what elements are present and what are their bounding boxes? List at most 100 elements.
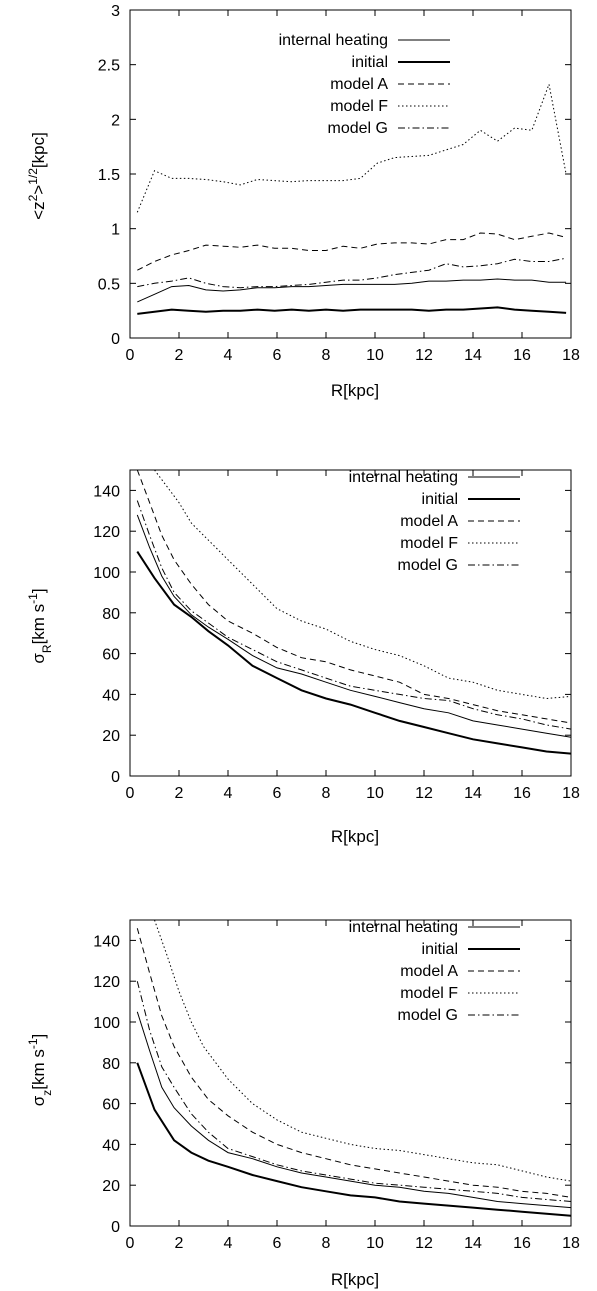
ylabel-base: σ xyxy=(29,1095,48,1106)
legend-label: initial xyxy=(352,54,388,71)
series-line-model-f xyxy=(154,470,571,700)
y-tick-label: 20 xyxy=(102,1178,120,1195)
series-line-internal-heating xyxy=(136,514,571,738)
legend-label: internal heating xyxy=(279,32,388,49)
x-tick-label: 10 xyxy=(366,1235,384,1252)
x-tick-label: 12 xyxy=(415,347,433,364)
y-tick-label: 100 xyxy=(93,565,120,582)
legend-label: internal heating xyxy=(349,919,458,936)
y-tick-label: 0 xyxy=(111,1219,120,1236)
x-tick-label: 12 xyxy=(415,1235,433,1252)
x-tick-label: 2 xyxy=(175,1235,184,1252)
y-tick-label: 2 xyxy=(111,112,120,129)
series-line-model-f xyxy=(154,920,571,1182)
x-tick-label: 6 xyxy=(273,1235,282,1252)
ylabel-sup-2: 1/2 xyxy=(26,168,40,185)
series-line-model-g xyxy=(136,981,571,1202)
legend-label: model A xyxy=(400,963,458,980)
series-line-model-a xyxy=(137,232,567,271)
y-tick-label: 0 xyxy=(111,769,120,786)
ylabel-unit-pre: [km s xyxy=(29,1049,48,1090)
ylabel-sub: z xyxy=(40,1090,54,1096)
radial-dispersion-panel: σR[km s-1] R[kpc] 0 2 4 6 8 10 12 14 16 18 0 20 40 60… xyxy=(26,469,580,846)
plot-frame xyxy=(129,469,572,777)
y-tick-label: 2.5 xyxy=(98,58,120,75)
legend-label: model F xyxy=(400,535,458,552)
legend-label: model A xyxy=(400,513,458,530)
y-tick-label: 1 xyxy=(111,222,120,239)
x-tick-label: 6 xyxy=(273,347,282,364)
x-tick-label: 14 xyxy=(464,1235,482,1252)
xlabel-panel-3: R[kpc] xyxy=(331,1270,379,1289)
series-line-model-a xyxy=(136,928,571,1198)
ylabel-mid: > xyxy=(29,185,48,195)
y-tick-label: 80 xyxy=(102,1056,120,1073)
y-tick-label: 1.5 xyxy=(98,167,120,184)
x-tick-label: 18 xyxy=(562,1235,580,1252)
x-tick-label: 14 xyxy=(464,347,482,364)
y-tick-label: 60 xyxy=(102,1097,120,1114)
x-tick-label: 4 xyxy=(224,347,233,364)
series-line-internal-heating xyxy=(137,278,567,303)
ylabel-unit-post: ] xyxy=(29,588,48,593)
plot-frame xyxy=(129,919,572,1227)
y-tick-label: 140 xyxy=(93,933,120,950)
ylabel-sup: -1 xyxy=(26,1038,40,1049)
x-tick-label: 18 xyxy=(562,347,580,364)
legend-label: initial xyxy=(422,941,458,958)
legend-label: model G xyxy=(398,557,458,574)
vertical-thickness-panel: <z2>1/2[kpc] R[kpc] 0 2 4 6 8 10 12 14 16 1800.51… xyxy=(26,3,580,400)
ylabel-sub: R xyxy=(40,644,54,653)
series-line-model-g xyxy=(137,257,567,289)
ylabel-base: <z xyxy=(29,201,48,219)
legend-label: initial xyxy=(422,491,458,508)
x-tick-label: 6 xyxy=(273,785,282,802)
ylabel-panel-1: <z2>1/2[kpc] xyxy=(26,132,48,220)
series-line-model-f xyxy=(136,82,567,213)
y-tick-label: 120 xyxy=(93,524,120,541)
y-tick-label: 100 xyxy=(93,1015,120,1032)
y-tick-label: 20 xyxy=(102,728,120,745)
x-tick-label: 18 xyxy=(562,785,580,802)
x-tick-label: 8 xyxy=(322,347,331,364)
ylabel-unit-post: ] xyxy=(29,1034,48,1039)
x-tick-label: 14 xyxy=(464,785,482,802)
series-line-model-g xyxy=(136,500,571,730)
x-tick-label: 16 xyxy=(513,785,531,802)
x-tick-label: 10 xyxy=(366,785,384,802)
x-tick-label: 2 xyxy=(175,347,184,364)
series-line-initial xyxy=(136,1062,571,1217)
legend-label: model F xyxy=(330,98,388,115)
x-tick-label: 12 xyxy=(415,785,433,802)
series-line-model-a xyxy=(136,470,571,724)
ylabel-panel-3: σz[km s-1] xyxy=(26,1034,54,1107)
x-tick-label: 16 xyxy=(513,1235,531,1252)
vertical-dispersion-panel: σz[km s-1] R[kpc] 0 2 4 6 8 10 12 14 16 18 0 20 40 60… xyxy=(26,919,580,1289)
x-tick-label: 0 xyxy=(126,347,135,364)
series-line-initial xyxy=(137,306,567,315)
series-line-initial xyxy=(136,551,571,755)
legend-label: model A xyxy=(330,76,388,93)
ylabel-unit-pre: [km s xyxy=(29,604,48,645)
x-tick-label: 4 xyxy=(224,785,233,802)
y-tick-label: 80 xyxy=(102,606,120,623)
ylabel-base: σ xyxy=(29,653,48,664)
xlabel-panel-2: R[kpc] xyxy=(331,827,379,846)
legend-label: model G xyxy=(328,120,388,137)
legend-label: model F xyxy=(400,985,458,1002)
x-tick-label: 16 xyxy=(513,347,531,364)
x-tick-label: 0 xyxy=(126,785,135,802)
x-tick-label: 0 xyxy=(126,1235,135,1252)
ylabel-sup-1: 2 xyxy=(26,194,40,201)
y-tick-label: 120 xyxy=(93,974,120,991)
y-tick-label: 60 xyxy=(102,647,120,664)
x-tick-label: 10 xyxy=(366,347,384,364)
y-tick-label: 3 xyxy=(111,3,120,20)
y-tick-label: 0 xyxy=(111,331,120,348)
legend-label: internal heating xyxy=(349,469,458,486)
plot-frame xyxy=(129,9,572,339)
y-tick-label: 40 xyxy=(102,687,120,704)
ylabel-panel-2: σR[km s-1] xyxy=(26,588,54,663)
x-tick-label: 8 xyxy=(322,785,331,802)
